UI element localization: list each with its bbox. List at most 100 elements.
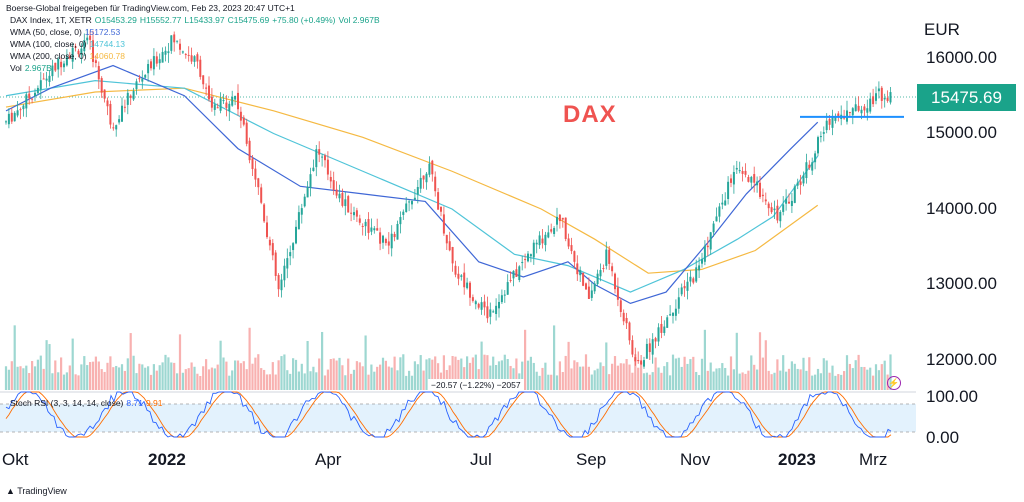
wma50-line bbox=[5, 64, 819, 305]
candle-body bbox=[176, 40, 179, 42]
candle-body bbox=[785, 198, 788, 204]
candle-body bbox=[164, 50, 167, 55]
tradingview-logo[interactable]: ▲ TradingView bbox=[6, 486, 67, 496]
volume-bar bbox=[779, 370, 782, 390]
volume-bar bbox=[596, 368, 599, 390]
candle-body bbox=[509, 280, 512, 282]
volume-bar bbox=[74, 374, 77, 390]
candle-body bbox=[83, 40, 86, 52]
volume-bar bbox=[303, 373, 306, 390]
candle-body bbox=[724, 200, 727, 206]
volume-bar bbox=[312, 366, 315, 390]
volume-bar bbox=[315, 372, 318, 390]
candle-body bbox=[567, 238, 570, 247]
candle-body bbox=[538, 235, 541, 246]
volume-bar bbox=[808, 357, 811, 390]
volume-bar bbox=[381, 357, 385, 390]
candle-body bbox=[387, 241, 390, 246]
candle-body bbox=[460, 275, 463, 277]
candle-body bbox=[640, 360, 643, 365]
candle-body bbox=[750, 176, 753, 183]
volume-bar bbox=[640, 361, 643, 390]
candle-body bbox=[173, 34, 176, 43]
volume-bar bbox=[152, 364, 155, 390]
volume-bar bbox=[408, 370, 411, 390]
volume-bar bbox=[123, 370, 126, 390]
volume-bar bbox=[323, 375, 327, 390]
volume-bar bbox=[645, 372, 648, 390]
candle-body bbox=[277, 275, 280, 290]
volume-bar bbox=[144, 367, 147, 390]
volume-bar bbox=[22, 368, 25, 390]
candle-body bbox=[94, 60, 97, 64]
candle-body bbox=[817, 137, 819, 154]
volume-bar bbox=[671, 354, 675, 390]
volume-bar bbox=[454, 356, 457, 390]
volume-bar bbox=[51, 373, 54, 390]
volume-bar bbox=[7, 369, 10, 390]
volume-bar bbox=[843, 371, 846, 390]
candle-body bbox=[802, 175, 805, 184]
candle-body bbox=[773, 208, 776, 211]
candle-body bbox=[866, 108, 869, 113]
volume-bar bbox=[350, 373, 353, 390]
volume-bar bbox=[118, 367, 121, 390]
volume-bar bbox=[28, 373, 31, 390]
candle-body bbox=[709, 232, 712, 250]
legend-row-vol[interactable]: Vol 2.967B bbox=[10, 63, 55, 74]
volume-bar bbox=[709, 362, 712, 390]
volume-bar bbox=[683, 356, 686, 390]
volume-bar bbox=[521, 361, 524, 390]
candle-body bbox=[692, 278, 695, 283]
volume-bar bbox=[268, 374, 271, 390]
candle-body bbox=[741, 170, 744, 174]
volume-bar bbox=[48, 344, 51, 390]
candle-body bbox=[347, 196, 350, 213]
candle-body bbox=[297, 212, 300, 230]
y-tick-14000: 14000.00 bbox=[926, 199, 997, 218]
candle-body bbox=[16, 110, 19, 116]
candle-body bbox=[483, 301, 486, 308]
candle-body bbox=[872, 96, 875, 105]
volume-bar bbox=[735, 332, 738, 390]
candle-body bbox=[666, 317, 669, 328]
candle-body bbox=[669, 314, 672, 316]
candle-body bbox=[382, 235, 384, 243]
candle-body bbox=[883, 97, 886, 100]
candle-body bbox=[799, 181, 802, 185]
candle-body bbox=[254, 168, 257, 180]
candle-body bbox=[271, 243, 274, 256]
volume-bar bbox=[167, 357, 170, 390]
volume-bar bbox=[669, 375, 672, 390]
candle-body bbox=[19, 109, 22, 111]
candle-body bbox=[521, 261, 524, 264]
candle-body bbox=[596, 273, 599, 285]
volume-bar bbox=[773, 372, 776, 390]
candle-body bbox=[100, 78, 103, 93]
candle-body bbox=[393, 234, 396, 238]
candle-body bbox=[373, 228, 376, 231]
volume-bar bbox=[306, 340, 309, 390]
volume-bar bbox=[329, 359, 332, 390]
x-tick-2023: 2023 bbox=[778, 450, 816, 469]
candle-body bbox=[338, 193, 341, 199]
volume-bar bbox=[700, 358, 704, 390]
candle-body bbox=[266, 222, 268, 238]
legend-row-wma100[interactable]: WMA (100, close, 0) 14744.13 bbox=[10, 39, 128, 50]
legend-row-wma200[interactable]: WMA (200, close, 0) 14060.78 bbox=[10, 51, 128, 62]
volume-bar bbox=[611, 363, 614, 390]
volume-bar bbox=[866, 369, 869, 390]
volume-bar bbox=[135, 373, 138, 390]
lightning-icon[interactable]: ⚡ bbox=[887, 376, 901, 390]
candle-body bbox=[863, 106, 866, 111]
candle-body bbox=[326, 159, 329, 175]
candle-body bbox=[309, 174, 312, 188]
legend-row-wma50[interactable]: WMA (50, close, 0) 15172.53 bbox=[10, 27, 123, 38]
volume-bar bbox=[880, 364, 883, 390]
candle-body bbox=[28, 93, 31, 99]
volume-bar bbox=[837, 374, 840, 390]
volume-bar bbox=[587, 366, 590, 390]
candle-body bbox=[367, 219, 370, 233]
legend-row-stoch[interactable]: Stoch RSI (3, 3, 14, 14, close) 8.71 9.91 bbox=[10, 398, 165, 409]
